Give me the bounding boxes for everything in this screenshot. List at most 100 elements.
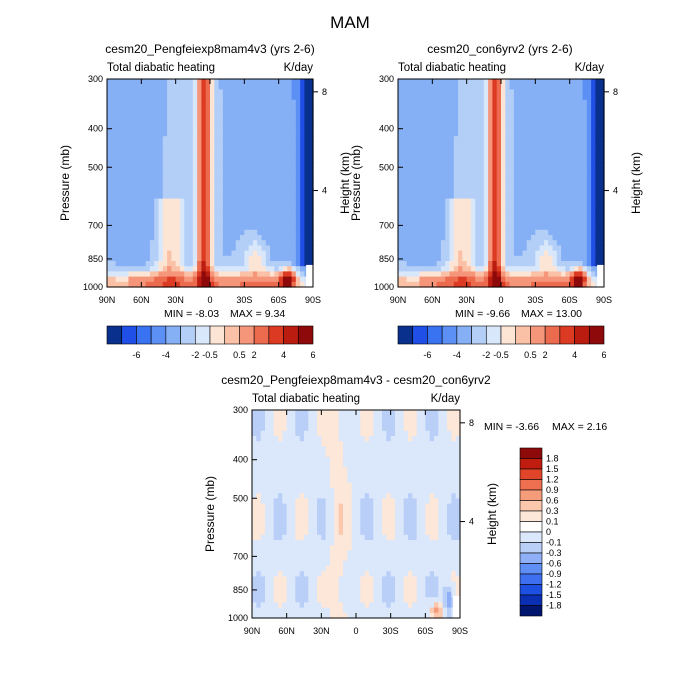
field-cell xyxy=(522,193,528,200)
field-cell xyxy=(252,550,257,557)
field-cell xyxy=(278,581,283,588)
field-cell xyxy=(334,482,340,489)
field-cell xyxy=(128,219,134,226)
field-cell xyxy=(586,110,592,116)
field-cell xyxy=(300,183,306,189)
field-cell xyxy=(462,245,468,252)
field-cell xyxy=(578,157,584,163)
field-cell xyxy=(231,250,237,257)
field-cell xyxy=(410,177,416,184)
field-cell xyxy=(304,89,310,96)
field-cell xyxy=(248,94,254,101)
field-cell xyxy=(124,271,130,278)
field-cell xyxy=(231,224,237,231)
field-cell xyxy=(231,110,237,116)
field-cell xyxy=(175,177,181,184)
field-cell xyxy=(535,146,541,153)
field-cell xyxy=(569,255,575,262)
field-cell xyxy=(330,446,335,453)
field-cell xyxy=(445,183,451,189)
field-cell xyxy=(145,146,151,153)
field-cell xyxy=(548,120,554,127)
field-cell xyxy=(509,198,515,205)
field-cell xyxy=(141,198,147,205)
field-cell xyxy=(338,462,344,468)
field-cell xyxy=(111,235,117,241)
field-cell xyxy=(466,157,472,163)
field-cell xyxy=(179,99,185,106)
field-cell xyxy=(119,79,125,85)
field-cell xyxy=(300,79,306,85)
field-cell xyxy=(252,420,257,427)
field-cell xyxy=(518,198,524,205)
field-cell xyxy=(312,540,318,546)
field-cell xyxy=(578,229,584,236)
field-cell xyxy=(265,193,271,200)
field-cell xyxy=(552,219,558,226)
field-cell xyxy=(265,493,270,499)
field-cell xyxy=(569,84,575,90)
field-cell xyxy=(599,183,605,189)
field-cell xyxy=(188,157,194,163)
field-cell xyxy=(197,146,203,153)
field-cell xyxy=(248,162,254,168)
field-cell xyxy=(347,462,353,468)
field-cell xyxy=(591,224,597,231)
field-cell xyxy=(501,214,506,220)
field-cell xyxy=(351,529,357,536)
field-cell xyxy=(235,255,241,262)
field-cell xyxy=(321,477,327,484)
field-cell xyxy=(330,566,335,572)
field-cell xyxy=(260,555,266,562)
field-cell xyxy=(273,508,279,515)
field-cell xyxy=(548,146,554,153)
field-cell xyxy=(432,125,438,132)
field-cell xyxy=(543,172,549,179)
field-cell xyxy=(539,209,545,215)
field-cell xyxy=(282,581,288,588)
field-cell xyxy=(231,255,237,262)
field-cell xyxy=(111,193,117,200)
field-cell xyxy=(222,198,228,205)
field-cell xyxy=(244,203,250,210)
field-cell xyxy=(115,266,121,272)
x-tick-label: 60N xyxy=(424,295,441,305)
field-cell xyxy=(141,84,147,90)
field-cell xyxy=(599,255,605,262)
field-cell xyxy=(260,514,266,520)
field-cell xyxy=(423,188,429,194)
field-cell xyxy=(402,141,408,148)
field-cell xyxy=(591,141,597,148)
field-cell xyxy=(175,131,181,137)
field-cell xyxy=(317,560,322,567)
field-cell xyxy=(295,420,301,427)
field-cell xyxy=(295,99,301,106)
field-cell xyxy=(526,141,532,148)
field-cell xyxy=(505,105,511,111)
field-cell xyxy=(428,209,433,215)
field-cell xyxy=(124,110,130,116)
field-cell xyxy=(252,203,258,210)
field-cell xyxy=(154,203,160,210)
field-cell xyxy=(201,240,207,246)
field-cell xyxy=(308,560,314,567)
field-cell xyxy=(308,79,314,85)
field-cell xyxy=(518,120,524,127)
field-cell xyxy=(501,94,506,101)
field-cell xyxy=(428,115,433,122)
field-cell xyxy=(227,281,233,288)
field-cell xyxy=(248,177,254,184)
field-cell xyxy=(432,193,438,200)
field-cell xyxy=(175,79,181,85)
field-cell xyxy=(556,167,562,174)
field-cell xyxy=(218,131,224,137)
field-cell xyxy=(492,167,498,174)
field-cell xyxy=(488,146,494,153)
field-cell xyxy=(227,266,233,272)
field-cell xyxy=(509,240,515,246)
field-cell xyxy=(222,94,228,101)
field-cell xyxy=(330,498,335,505)
field-cell xyxy=(578,141,584,148)
field-cell xyxy=(274,219,280,226)
field-cell xyxy=(440,99,446,106)
